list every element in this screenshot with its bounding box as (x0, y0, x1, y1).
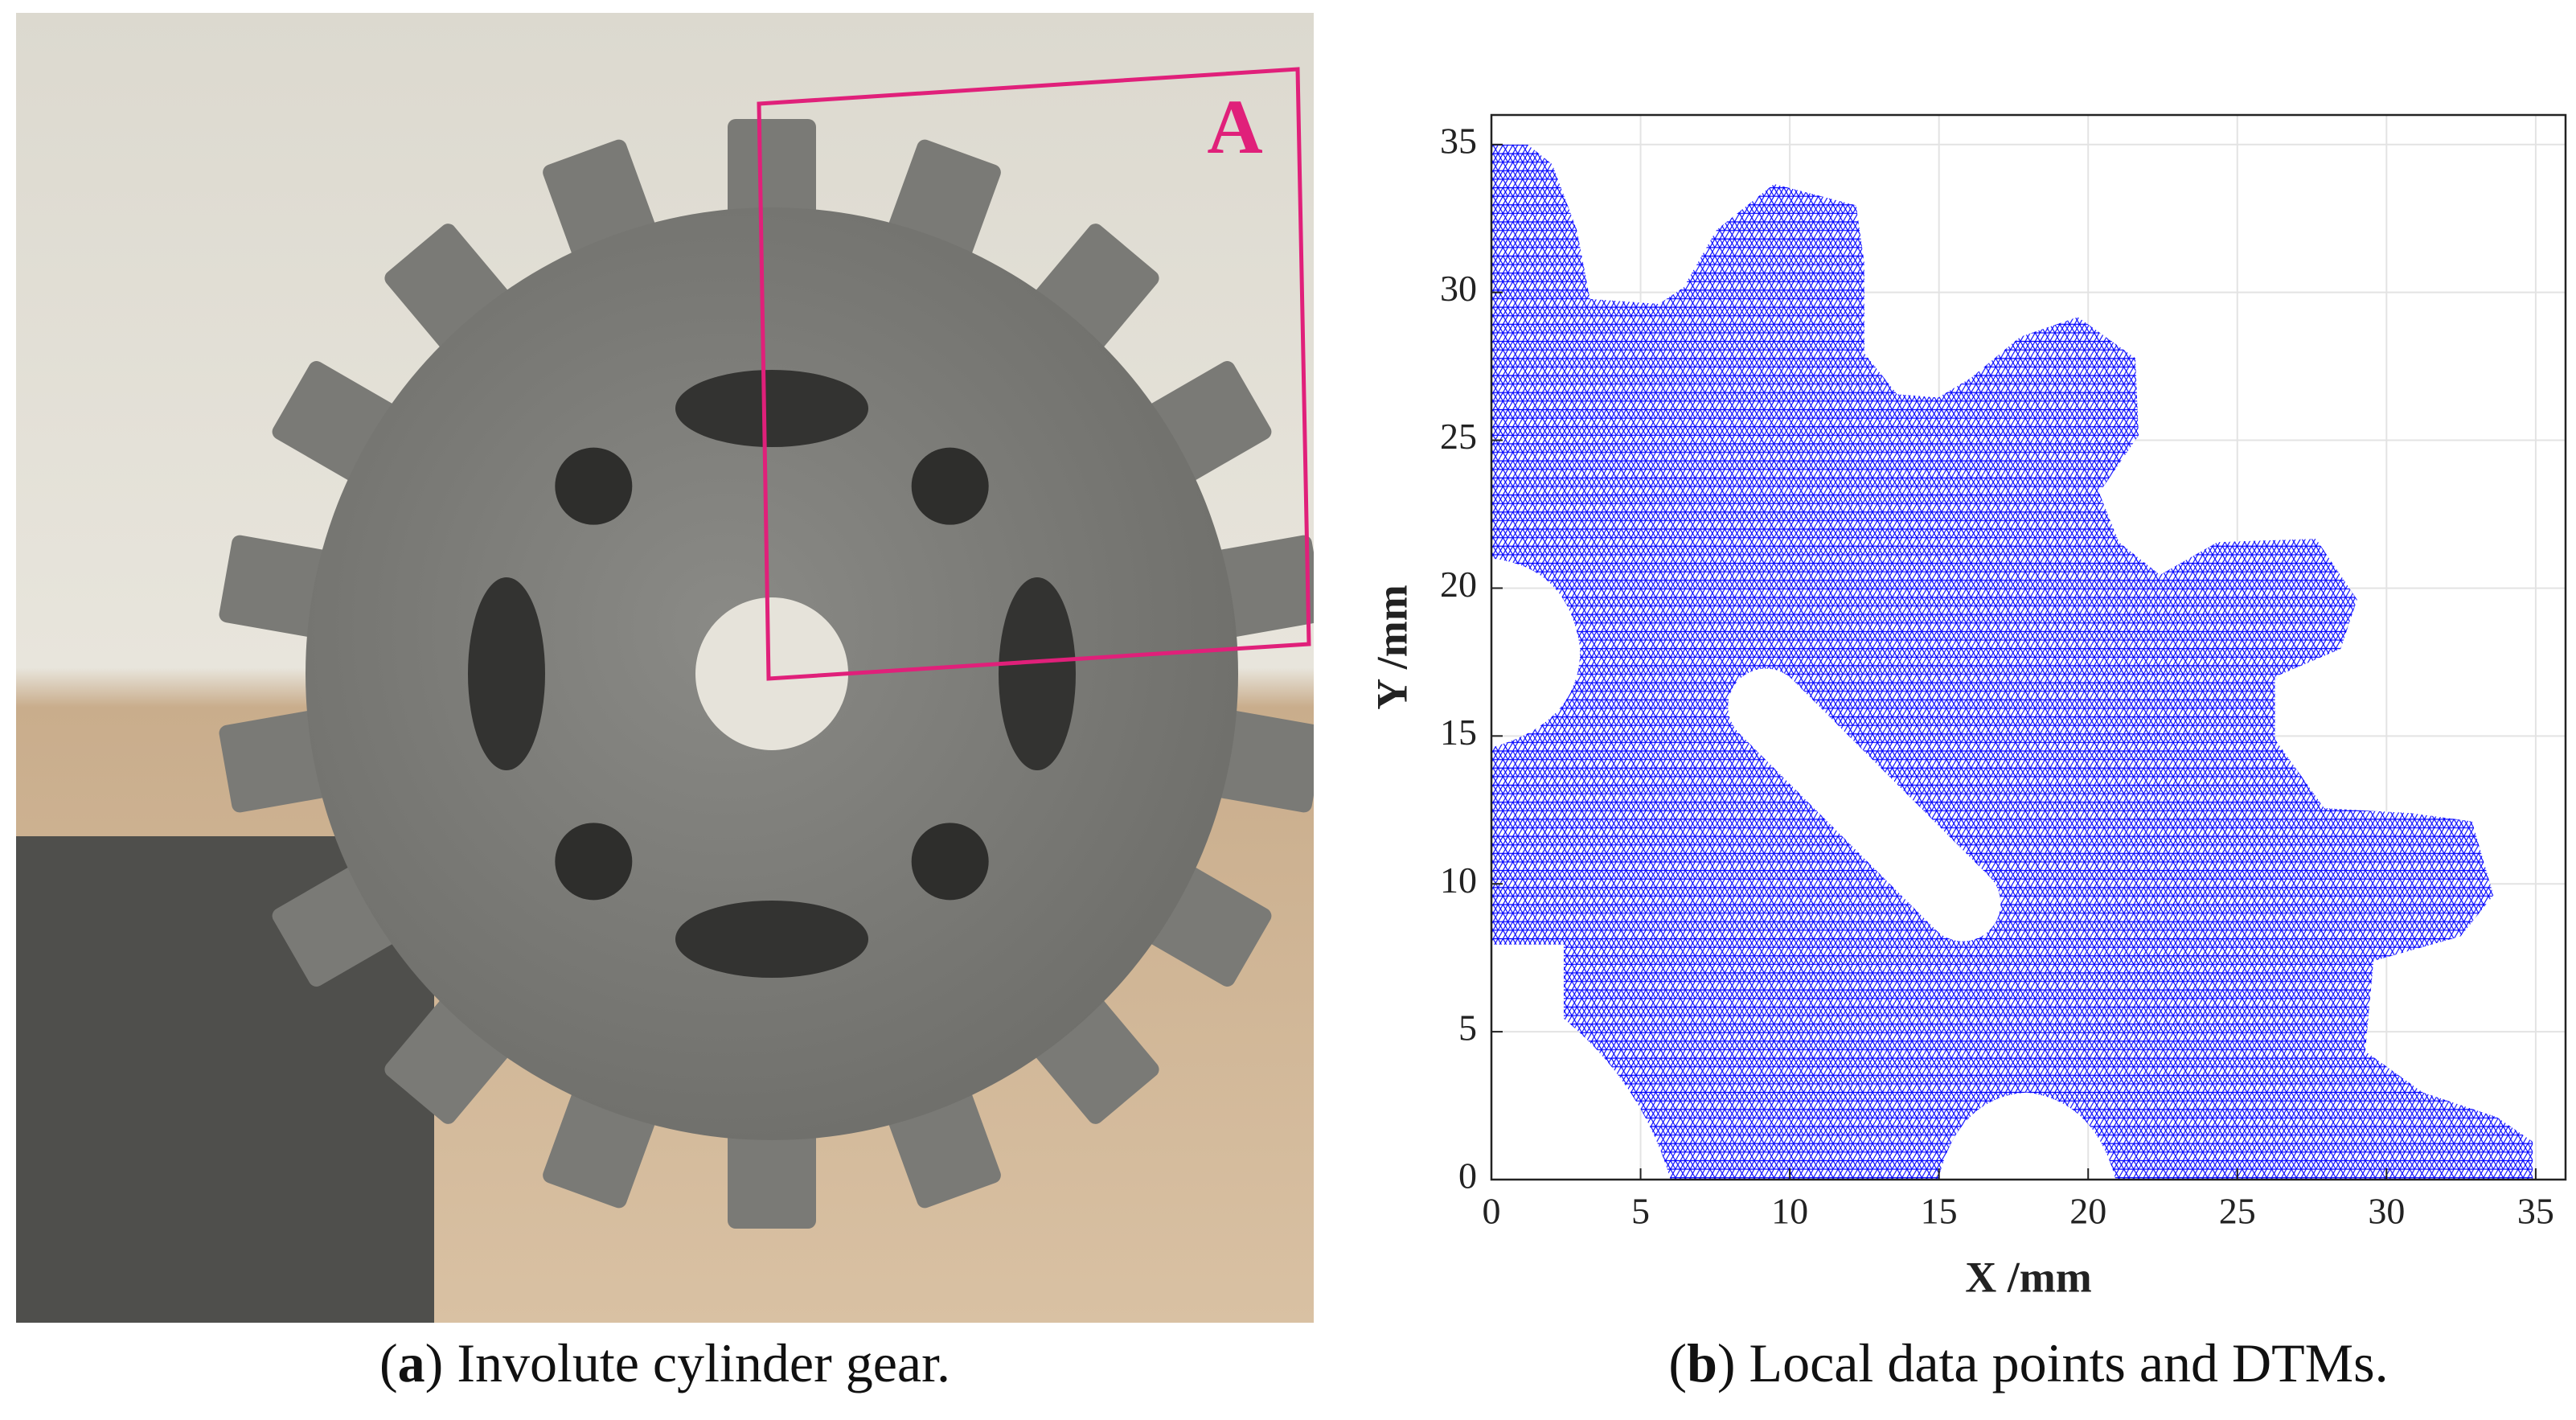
caption-a: (a) Involute cylinder gear. (379, 1332, 950, 1393)
x-tick-label: 10 (1771, 1191, 1808, 1232)
y-tick-label: 5 (1458, 1008, 1477, 1049)
caption-text: ) Local data points and DTMs. (1717, 1332, 2389, 1393)
caption-text: ) Involute cylinder gear. (425, 1332, 950, 1393)
axes: 0 5 10 15 20 25 30 35 0 5 10 15 20 25 30 35 (1440, 113, 2567, 1232)
x-tick-label: 5 (1631, 1191, 1650, 1232)
x-tick-label: 30 (2368, 1191, 2405, 1232)
region-label: A (1207, 84, 1262, 170)
mesh-region (1491, 144, 2533, 1180)
x-axis-label: X /mm (1965, 1253, 2091, 1301)
triangular-mesh (1491, 144, 2533, 1180)
x-tick-label: 20 (2069, 1191, 2106, 1232)
gear-hole (911, 823, 989, 901)
plot-frame (1490, 113, 2567, 1181)
caption-prefix: ( (1668, 1332, 1687, 1393)
x-tick-label: 0 (1483, 1191, 1501, 1232)
gear-hole (911, 447, 989, 525)
x-tick-label: 25 (2219, 1191, 2256, 1232)
x-tick-label: 15 (1921, 1191, 1958, 1232)
caption-label: b (1687, 1332, 1717, 1393)
y-axis-label: Y /mm (1368, 585, 1416, 709)
gear-slot (468, 577, 545, 770)
gear-hole (555, 823, 633, 901)
gear-slot (999, 577, 1076, 770)
y-tick-label: 30 (1440, 268, 1477, 309)
gear-tooth (728, 119, 816, 232)
y-tick-label: 25 (1440, 416, 1477, 457)
y-tick-label: 35 (1440, 120, 1477, 161)
region-box (757, 67, 1311, 681)
gear (219, 119, 1314, 1229)
caption-prefix: ( (379, 1332, 398, 1393)
caption-b: (b) Local data points and DTMs. (1668, 1332, 2388, 1393)
y-tick-label: 0 (1458, 1155, 1477, 1196)
y-tick-label: 15 (1440, 712, 1477, 753)
gear-tooth (728, 1116, 816, 1229)
y-tick-label: 20 (1440, 564, 1477, 605)
y-tick-label: 10 (1440, 860, 1477, 901)
caption-label: a (398, 1332, 425, 1393)
gear-slot (675, 370, 868, 447)
gear-bore (695, 597, 848, 750)
gear-slot (675, 901, 868, 978)
gear-render: A (16, 13, 1314, 1323)
x-tick-label: 35 (2517, 1191, 2554, 1232)
slot-hole (1728, 668, 2001, 942)
gear-hole (555, 447, 633, 525)
